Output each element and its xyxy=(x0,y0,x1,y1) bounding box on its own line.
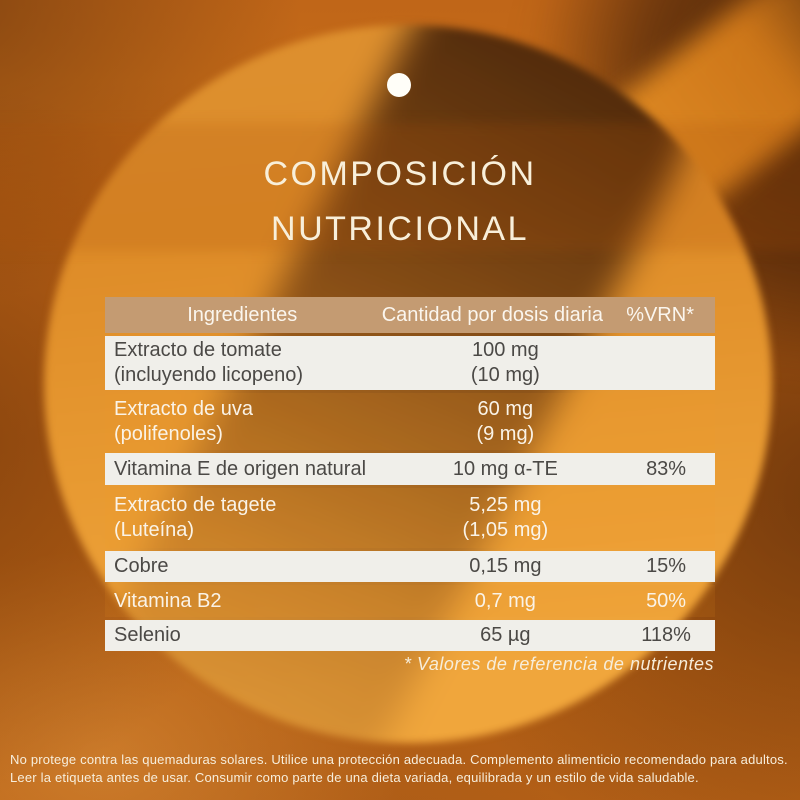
amount-value: 0,7 mg xyxy=(474,589,536,612)
vrn-value xyxy=(605,488,715,548)
amount-value: 10 mg α-TE xyxy=(452,457,558,480)
nutrition-table: Ingredientes Cantidad por dosis diaria %… xyxy=(105,297,715,654)
background-mid-band xyxy=(0,123,800,251)
amount-subvalue: (10 mg) xyxy=(470,364,540,386)
vrn-value xyxy=(605,336,715,390)
table-row: Cobre 0,15 mg 15% xyxy=(105,551,715,582)
ingredient-name: Vitamina E de origen natural xyxy=(114,457,367,480)
amount-value: 5,25 mg xyxy=(469,494,542,516)
reference-footnote: * Valores de referencia de nutrientes xyxy=(403,654,714,674)
table-row: Vitamina B2 0,7 mg 50% xyxy=(105,585,715,617)
column-header-vrn: %VRN* xyxy=(626,303,694,326)
table-row: Vitamina E de origen natural 10 mg α-TE … xyxy=(105,453,715,485)
ingredient-name: Extracto de tagete xyxy=(114,494,277,516)
table-header-row: Ingredientes Cantidad por dosis diaria %… xyxy=(105,297,715,333)
amount-value: 100 mg xyxy=(471,339,539,361)
ingredient-name: Vitamina B2 xyxy=(114,589,222,612)
vrn-value: 50% xyxy=(646,589,687,612)
table-row: Extracto de tagete (Luteína) 5,25 mg (1,… xyxy=(105,488,715,548)
ingredient-name: Selenio xyxy=(114,624,181,646)
column-header-ingredients: Ingredientes xyxy=(187,303,298,326)
ingredient-name: Cobre xyxy=(114,555,169,577)
disclaimer-line-2: Leer la etiqueta antes de usar. Consumir… xyxy=(10,770,699,785)
ingredient-name: Extracto de uva xyxy=(114,397,253,420)
amount-subvalue: (1,05 mg) xyxy=(462,519,549,541)
ingredient-subname: (polifenoles) xyxy=(114,422,223,445)
vrn-value: 118% xyxy=(641,624,691,646)
vrn-value: 15% xyxy=(646,555,687,577)
vrn-value xyxy=(605,393,715,450)
legal-disclaimer: No protege contra las quemaduras solares… xyxy=(10,751,790,787)
table-row: Extracto de tomate (incluyendo licopeno)… xyxy=(105,336,715,390)
amount-value: 60 mg xyxy=(477,397,534,420)
white-dot xyxy=(387,73,411,97)
ingredient-subname: (incluyendo licopeno) xyxy=(114,364,304,386)
disclaimer-line-1: No protege contra las quemaduras solares… xyxy=(10,752,788,767)
table-row: Extracto de uva (polifenoles) 60 mg (9 m… xyxy=(105,393,715,450)
title-line-2: NUTRICIONAL xyxy=(271,210,529,248)
ingredient-subname: (Luteína) xyxy=(114,519,195,541)
page-title: COMPOSICIÓN NUTRICIONAL xyxy=(0,147,800,257)
ingredient-name: Extracto de tomate xyxy=(114,339,282,361)
amount-value: 0,15 mg xyxy=(469,555,542,577)
table-row: Selenio 65 µg 118% xyxy=(105,620,715,651)
amount-subvalue: (9 mg) xyxy=(476,422,535,445)
vrn-value: 83% xyxy=(646,457,687,480)
amount-value: 65 µg xyxy=(480,624,531,646)
column-header-amount: Cantidad por dosis diaria xyxy=(381,303,603,326)
title-line-1: COMPOSICIÓN xyxy=(263,155,537,193)
